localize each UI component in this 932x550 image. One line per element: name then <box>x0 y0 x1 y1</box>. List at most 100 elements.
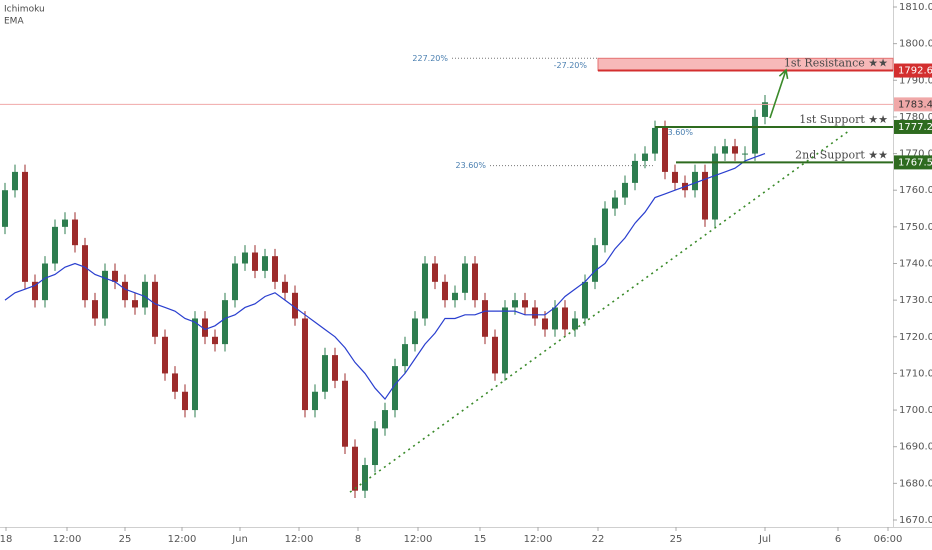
x-tick-label: 25 <box>119 534 132 545</box>
candle-body <box>92 300 98 319</box>
candle-body <box>162 336 168 374</box>
candle-body <box>482 300 488 337</box>
candle-body <box>732 146 738 154</box>
candle-body <box>72 219 78 246</box>
x-tick-label: 22 <box>592 534 605 545</box>
x-tick-label: 06:00 <box>874 534 903 545</box>
candle-body <box>622 182 628 198</box>
candle-body <box>182 391 188 411</box>
candle-body <box>242 252 248 264</box>
candle-body <box>112 270 118 282</box>
level-label: 2nd Support ★★ <box>795 148 888 161</box>
candle-body <box>102 270 108 319</box>
candle-body <box>362 465 368 491</box>
candle-body <box>212 336 218 345</box>
candle-body <box>302 318 308 411</box>
candle-body <box>12 171 18 191</box>
candle-body <box>322 355 328 392</box>
y-tick-label: 1770.00 <box>899 149 932 160</box>
candle-body <box>52 226 58 264</box>
level-price-box <box>894 119 932 134</box>
candle-body <box>602 208 608 246</box>
x-tick-label: Jun <box>231 534 248 545</box>
candle-body <box>352 446 358 491</box>
indicator-label: EMA <box>4 17 24 27</box>
level-price-label: 1792.66 <box>898 66 932 77</box>
candle-body <box>232 263 238 301</box>
x-tick-label: Jul <box>758 534 771 545</box>
y-tick-label: 1790.00 <box>899 75 932 86</box>
candle-body <box>132 300 138 308</box>
candle-body <box>752 116 758 154</box>
candle-body <box>562 307 568 330</box>
candle-body <box>442 281 448 301</box>
fib-label: 227.20% <box>412 54 448 63</box>
y-tick-label: 1740.00 <box>899 259 932 270</box>
candle-body <box>32 281 38 301</box>
y-tick-label: 1780.00 <box>899 112 932 123</box>
level-price-box <box>894 155 932 170</box>
x-tick-label: 12:00 <box>404 534 433 545</box>
candle-body <box>332 355 338 381</box>
level-price-label: 1767.59 <box>898 157 932 168</box>
level-price-label: 1777.26 <box>898 122 932 133</box>
candle-body <box>502 307 508 374</box>
fib-note: 23.60% <box>662 128 693 137</box>
candle-body <box>422 263 428 319</box>
candle-body <box>372 428 378 466</box>
level-label: 1st Resistance ★★ <box>784 57 888 70</box>
candle-body <box>452 292 458 301</box>
x-tick-label: 12:00 <box>524 534 553 545</box>
candle-body <box>392 366 398 411</box>
candle-body <box>702 171 708 220</box>
candle-body <box>312 391 318 411</box>
candle-body <box>472 263 478 301</box>
x-tick-label: 6 <box>835 534 841 545</box>
candle-body <box>222 300 228 345</box>
candle-body <box>202 318 208 337</box>
candle-body <box>592 245 598 282</box>
candle-body <box>432 263 438 282</box>
candle-body <box>652 127 658 154</box>
candle-body <box>172 373 178 392</box>
candle-body <box>662 127 668 172</box>
candle-body <box>692 171 698 191</box>
candle-body <box>282 281 288 293</box>
candle-body <box>82 245 88 301</box>
x-tick-label: 8 <box>355 534 361 545</box>
indicator-label: Ichimoku <box>4 5 45 15</box>
candle-body <box>272 256 278 282</box>
candle-body <box>542 318 548 330</box>
candle-body <box>2 190 8 227</box>
candle-body <box>742 153 748 155</box>
candle-body <box>572 318 578 330</box>
candle-body <box>142 281 148 308</box>
y-tick-label: 1680.00 <box>899 478 932 489</box>
y-tick-label: 1700.00 <box>899 405 932 416</box>
y-tick-label: 1720.00 <box>899 332 932 343</box>
y-tick-label: 1800.00 <box>899 39 932 50</box>
candle-body <box>262 256 268 271</box>
candle-body <box>632 160 638 183</box>
candle-body <box>642 153 648 161</box>
candle-body <box>412 318 418 345</box>
candle-body <box>292 292 298 319</box>
x-tick-label: 12:00 <box>168 534 197 545</box>
candle-body <box>462 263 468 293</box>
candle-body <box>22 171 28 282</box>
candle-body <box>672 171 678 183</box>
candle-body <box>152 281 158 337</box>
trendline <box>349 129 851 493</box>
candle-body <box>492 336 498 374</box>
fib-label: 23.60% <box>455 161 486 170</box>
candle-body <box>512 300 518 308</box>
y-tick-label: 1760.00 <box>899 185 932 196</box>
candle-body <box>552 307 558 330</box>
x-tick-label: 25 <box>670 534 683 545</box>
candle-body <box>192 318 198 411</box>
x-tick-label: 12:00 <box>285 534 314 545</box>
candle-body <box>582 281 588 319</box>
candle-body <box>402 344 408 367</box>
candle-body <box>62 219 68 227</box>
candle-body <box>712 153 718 220</box>
